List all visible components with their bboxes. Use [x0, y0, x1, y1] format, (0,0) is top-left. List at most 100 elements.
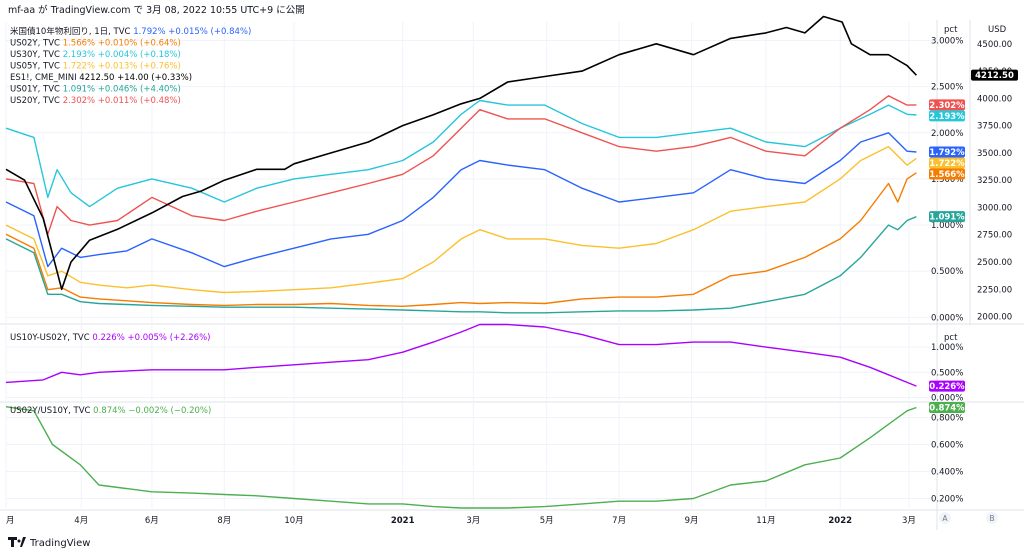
legend-value: 0.874% −0.002% (−0.20%) [93, 406, 211, 416]
last-value-tag-label: 0.874% [929, 404, 965, 414]
legend-entry: US05Y, TVC 1.722% +0.013% (+0.76%) [10, 62, 181, 72]
legend-value: 2.302% +0.011% (+0.48%) [63, 96, 181, 106]
svg-text:A: A [942, 514, 948, 523]
time-tick-label: 6月 [145, 516, 159, 526]
last-value-tag-label: 1.722% [929, 159, 965, 169]
pct-tick-label: 0.000% [931, 313, 963, 323]
time-tick-label: 5月 [540, 516, 554, 526]
pct-tick-label: 0.000% [931, 393, 963, 403]
legend-spread1: US10Y-US02Y, TVC 0.226% +0.005% (+2.26%) [10, 333, 210, 343]
time-tick-label: 8月 [217, 516, 231, 526]
pct-tick-label: 1.000% [931, 343, 963, 353]
series-line-us10y-us02y [5, 323, 917, 387]
usd-tick-label: 4500.00 [977, 40, 1012, 50]
time-tick-label: 3月 [466, 516, 480, 526]
last-value-tag [929, 402, 965, 414]
pct-tick-label: 2.000% [931, 129, 963, 139]
last-value-tag-label: 2.193% [929, 112, 965, 122]
legend-entry: US02Y/US10Y, TVC 0.874% −0.002% (−0.20%) [10, 406, 211, 416]
legend-entry: US10Y-US02Y, TVC 0.226% +0.005% (+2.26%) [10, 333, 210, 343]
time-tick-label: 4月 [74, 516, 88, 526]
series-line-us02y-us10y [5, 406, 917, 509]
legend-label: US20Y, TVC [10, 96, 63, 106]
time-tick-label: 2022 [828, 516, 852, 526]
series-line-us20y [5, 95, 917, 236]
last-value-tag [971, 69, 1018, 81]
time-tick-label: 3月 [902, 516, 916, 526]
gridlines [5, 22, 935, 508]
usd-tick-label: 3750.00 [977, 122, 1012, 132]
legend-label: 米国債10年物利回り, 1日, TVC [10, 26, 133, 37]
series-line-us01y [5, 216, 917, 314]
last-value-tag-label: 1.091% [929, 213, 965, 223]
log-scale-button[interactable]: B [986, 512, 998, 524]
legend-entry: ES1!, CME_MINI 4212.50 +14.00 (+0.33%) [10, 73, 192, 83]
usd-tick-label: 2500.00 [977, 258, 1012, 268]
pct-tick-label: 0.600% [931, 441, 963, 451]
legend-value: 1.566% +0.010% (+0.64%) [63, 39, 181, 49]
time-tick-label: 月 [6, 516, 15, 526]
time-tick-label: 9月 [685, 516, 699, 526]
usd-tick-label: 3250.00 [977, 176, 1012, 186]
legend-label: US02Y, TVC [10, 39, 63, 49]
usd-tick-label: 2000.00 [977, 313, 1012, 323]
series-line-es1 [5, 15, 917, 291]
legend-entry: US20Y, TVC 2.302% +0.011% (+0.48%) [10, 96, 181, 106]
legend-entry: US30Y, TVC 2.193% +0.004% (+0.18%) [10, 50, 181, 60]
legend-entry: 米国債10年物利回り, 1日, TVC 1.792% +0.015% (+0.8… [10, 26, 251, 37]
time-axis[interactable]: 月 4月 6月 8月 10月 2021 3月 5月 7月 9月 11月 2022 3月 [6, 516, 916, 526]
pct-tick-label: 1.000% [931, 221, 963, 231]
last-value-tag [929, 110, 965, 122]
pct-tick-label: 3.000% [931, 36, 963, 46]
legend-label: US01Y, TVC [10, 85, 63, 95]
usd-tick-label: 3500.00 [977, 149, 1012, 159]
legend-label: US02Y/US10Y, TVC [10, 406, 93, 416]
svg-text:B: B [989, 514, 994, 523]
last-value-tag [929, 146, 965, 158]
series-lines [5, 15, 917, 509]
pct-scale-label[interactable]: pct [944, 25, 958, 35]
last-value-tag-label: 1.792% [929, 148, 965, 158]
legend-entry: US01Y, TVC 1.091% +0.046% (+4.40%) [10, 85, 181, 95]
legend-value: 2.193% +0.004% (+0.18%) [63, 50, 181, 60]
pct-tick-label: 0.500% [931, 267, 963, 277]
last-value-tag-label: 0.226% [929, 382, 965, 392]
usd-scale-label[interactable]: USD [988, 25, 1007, 35]
time-tick-label: 7月 [612, 516, 626, 526]
tradingview-logo [8, 537, 26, 547]
auto-scale-button[interactable]: A [939, 512, 951, 524]
legend-value: 0.226% +0.005% (+2.26%) [92, 333, 210, 343]
pct-tick-label: 2.500% [931, 83, 963, 93]
legend-value: 4212.50 +14.00 (+0.33%) [79, 73, 192, 83]
last-value-tag [929, 99, 965, 111]
pct-tick-label: 0.200% [931, 495, 963, 505]
last-value-tag-label: 2.302% [929, 101, 965, 111]
series-line-us02y [5, 172, 917, 307]
last-value-tag [929, 168, 965, 180]
pct-tick-label: 0.400% [931, 468, 963, 478]
series-line-us10y [5, 132, 917, 268]
legend-value: 1.091% +0.046% (+4.40%) [63, 85, 181, 95]
series-line-us05y [5, 145, 917, 294]
pct-tick-label: 0.800% [931, 414, 963, 424]
legend-value: 1.792% +0.015% (+0.84%) [133, 27, 251, 37]
pct-scale-label-spread1[interactable]: pct [944, 333, 958, 343]
last-value-tag [929, 211, 965, 223]
time-tick-label: 10月 [284, 516, 303, 526]
last-value-tags: 4212.50 2.302%2.193% 1.792%1.722%1.566% 1.0… [929, 69, 1018, 414]
legend-value: 1.722% +0.013% (+0.76%) [63, 62, 181, 72]
legend-label: ES1!, CME_MINI [10, 73, 79, 83]
legend-label: US05Y, TVC [10, 62, 63, 72]
last-value-tag [929, 380, 965, 392]
header-attribution: mf-aa が TradingView.com で 3月 08, 2022 10… [8, 4, 305, 16]
last-value-tag-label: 1.566% [929, 170, 965, 180]
usd-tick-label: 2250.00 [977, 285, 1012, 295]
usd-tick-label: 2750.00 [977, 231, 1012, 241]
legend-spread2: US02Y/US10Y, TVC 0.874% −0.002% (−0.20%) [10, 406, 211, 416]
last-value-tag [929, 157, 965, 169]
usd-tick-label: 4000.00 [977, 94, 1012, 104]
legend-label: US10Y-US02Y, TVC [10, 333, 92, 343]
usd-tick-label: 3000.00 [977, 203, 1012, 213]
footer-brand: TradingView [29, 538, 90, 549]
